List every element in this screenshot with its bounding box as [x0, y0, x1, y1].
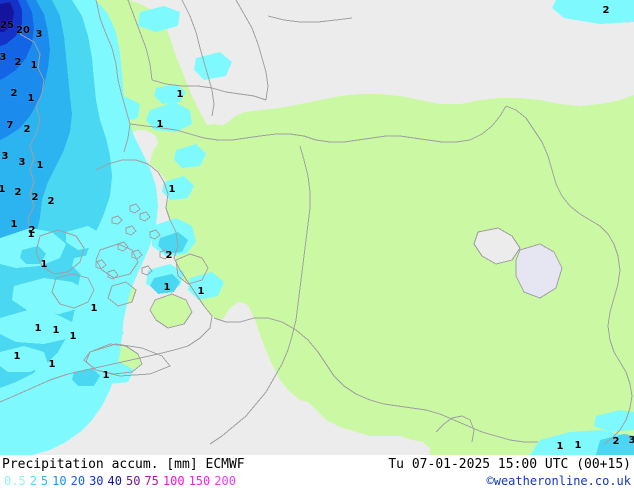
precipitation-accumulation-map[interactable]: 25 20 3 3 2 1 2 1 7 2 3 3 1 1 2 2 2 1 2 1 1 1 1 1 1 1 1 1 2 1 1 1 1 1 2 1 1 2… [0, 0, 634, 455]
precip-value-label: 1 [27, 93, 35, 104]
scale-step-5: 5 [40, 474, 49, 488]
copyright-label: ©weatheronline.co.uk [486, 474, 632, 488]
precip-value-label: 2 [612, 436, 620, 447]
scale-step-200: 200 [214, 474, 236, 488]
scale-step-30: 30 [89, 474, 104, 488]
precip-value-label: 2 [14, 187, 22, 198]
precip-value-label: 3 [1, 151, 9, 162]
precip-patches-aegean-2 [20, 232, 188, 386]
precip-value-label: 1 [48, 359, 56, 370]
precip-patches-southeast [530, 0, 634, 455]
precip-value-label: 1 [13, 351, 21, 362]
precip-value-label: 2 [31, 192, 39, 203]
black-sea [130, 0, 634, 128]
precip-value-label: 3 [628, 435, 634, 446]
precip-value-label: 1 [0, 184, 6, 195]
precip-value-label: 2 [165, 250, 173, 261]
borders-group [0, 0, 633, 445]
precip-band-40 [0, 2, 14, 32]
precip-patches-southeast-2 [596, 434, 634, 455]
precip-value-label: 1 [27, 229, 35, 240]
precip-value-label: 1 [168, 184, 176, 195]
scale-step-150: 150 [188, 474, 211, 488]
precip-value-label: 1 [163, 282, 171, 293]
scale-step-40: 40 [107, 474, 122, 488]
valid-time-stamp: Tu 07-01-2025 15:00 UTC (00+15) [388, 457, 631, 472]
precip-value-label: 3 [18, 157, 26, 168]
precip-value-label: 1 [156, 119, 164, 130]
precipitation-scale: 0.5 2 5 10 20 30 40 50 75 100 150 200 [4, 474, 240, 488]
precip-value-label: 3 [0, 52, 7, 63]
precip-value-label: 1 [30, 60, 38, 71]
precip-value-label: 1 [52, 325, 60, 336]
precip-value-label: 1 [40, 259, 48, 270]
precip-value-label: 1 [34, 323, 42, 334]
precip-value-label: 1 [176, 89, 184, 100]
land-cyprus-body [516, 244, 562, 298]
precip-value-label: 2 [47, 196, 55, 207]
scale-step-2: 2 [29, 474, 37, 488]
land-cyprus [474, 228, 520, 264]
precip-value-label: 1 [556, 441, 564, 452]
scale-step-75: 75 [144, 474, 159, 488]
page-title: Precipitation accum. [mm] ECMWF [2, 457, 245, 472]
land-anatolia [152, 96, 634, 444]
precip-value-label: 2 [10, 88, 18, 99]
precip-value-label: 2 [602, 5, 610, 16]
scale-step-20: 20 [70, 474, 86, 488]
precip-value-label: 1 [10, 219, 18, 230]
scale-step-10: 10 [52, 474, 67, 488]
precip-value-label: 1 [197, 286, 205, 297]
precip-value-label: 2 [14, 57, 22, 68]
scale-step-50: 50 [125, 474, 141, 488]
precip-value-label: 2 [23, 124, 31, 135]
scale-step-0.5: 0.5 [4, 474, 26, 488]
scale-step-100: 100 [162, 474, 185, 488]
precip-value-label: 1 [574, 440, 582, 451]
precip-value-label: 1 [90, 303, 98, 314]
precip-value-label: 25 [0, 20, 14, 31]
precip-value-label: 1 [36, 160, 44, 171]
precip-value-label: 7 [6, 120, 14, 131]
precip-value-label: 2 [28, 225, 36, 236]
precip-value-label: 3 [35, 29, 43, 40]
precip-value-label: 1 [69, 331, 77, 342]
map-footer: Precipitation accum. [mm] ECMWF Tu 07-01… [0, 455, 634, 490]
precip-value-label: 1 [102, 370, 110, 381]
precip-value-label: 20 [16, 25, 30, 36]
